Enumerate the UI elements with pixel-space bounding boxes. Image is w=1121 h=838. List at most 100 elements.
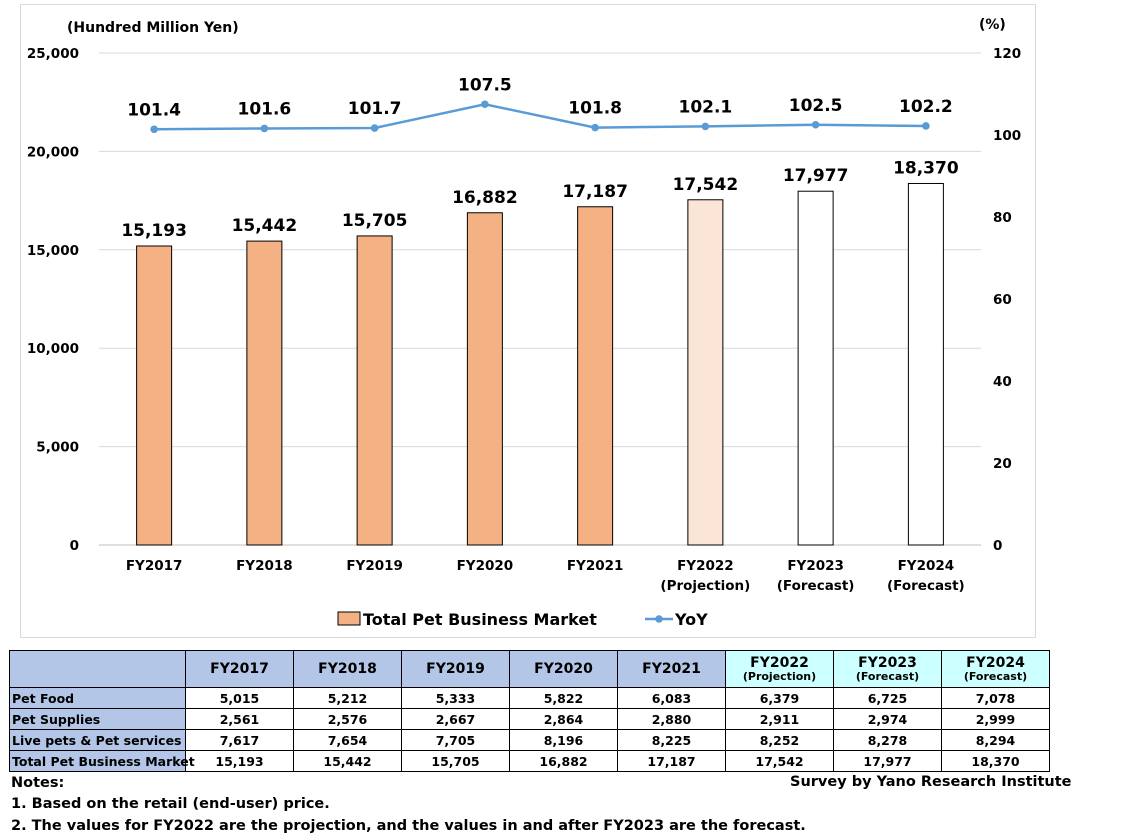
left-tick-label: 5,000 [36,440,79,456]
table-cell: 2,667 [401,708,510,730]
left-tick-label: 10,000 [27,341,79,357]
right-axis-title: (%) [979,17,1006,33]
category-label: FY2021 [567,558,624,574]
table-cell: 8,294 [941,729,1050,751]
table-cell: 8,278 [833,729,942,751]
table-cell: 2,911 [725,708,834,730]
table-row: Pet Food 5,015 5,212 5,333 5,822 6,083 6,379 6,… [9,687,1050,709]
yoy-point [370,124,379,132]
table-cell: 17,187 [617,750,726,772]
category-sublabel: (Forecast) [777,578,855,594]
table-cell: 5,822 [509,687,618,709]
bar-value-label: 15,442 [232,216,298,236]
left-tick-label: 20,000 [27,144,79,160]
table-cell: 2,576 [293,708,402,730]
right-tick-label: 60 [993,292,1012,308]
table-cell: 7,617 [185,729,294,751]
bar [687,199,724,546]
yoy-point [811,120,820,129]
table-cell: 2,974 [833,708,942,730]
yoy-value-label: 107.5 [458,75,512,95]
table-row-label: Pet Supplies [9,708,186,730]
left-tick-label: 0 [70,538,79,554]
table-cell: 18,370 [941,750,1050,772]
table-cell: 7,078 [941,687,1050,709]
category-label: FY2023 [787,558,844,574]
notes-heading: Notes: [11,775,65,791]
category-label: FY2024 [898,558,955,574]
bar-value-label: 17,187 [562,182,628,202]
table-header-fy2021: FY2021 [617,650,726,688]
data-table: FY2017 FY2018 FY2019 FY2020 FY2021 FY202… [9,650,1050,772]
table-row: Live pets & Pet services 7,617 7,654 7,705 8… [9,729,1050,751]
table-cell: 7,654 [293,729,402,751]
category-sublabel: (Forecast) [887,578,965,594]
yoy-point [260,124,269,133]
source-credit: Survey by Yano Research Institute [790,774,1072,790]
yoy-value-label: 101.8 [568,99,622,119]
category-label: FY2020 [457,558,514,574]
yoy-point [701,122,710,131]
legend-bar-label: Total Pet Business Market [363,610,597,629]
table-row-label: Live pets & Pet services [9,729,186,751]
table-row: Pet Supplies 2,561 2,576 2,667 2,864 2,880 2,9… [9,708,1050,730]
right-tick-label: 40 [993,374,1012,390]
table-header-fy2020: FY2020 [509,650,618,688]
right-tick-label: 100 [993,128,1021,144]
bar-value-label: 15,193 [121,221,187,241]
table-cell: 2,864 [509,708,618,730]
table-cell: 2,999 [941,708,1050,730]
yoy-value-label: 101.7 [348,99,402,119]
table-header-fy2019: FY2019 [401,650,510,688]
yoy-value-label: 102.2 [899,97,953,117]
note-line-1: 1. Based on the retail (end-user) price. [11,796,330,812]
category-sublabel: (Projection) [660,578,750,594]
table-header-fy2018: FY2018 [293,650,402,688]
table-cell: 7,705 [401,729,510,751]
table-cell: 17,977 [833,750,942,772]
bar-value-label: 17,542 [673,175,739,195]
table-cell: 6,379 [725,687,834,709]
table-cell: 2,880 [617,708,726,730]
table-cell: 8,225 [617,729,726,751]
table-header-fy2017: FY2017 [185,650,294,688]
yoy-point [922,122,930,130]
category-label: FY2018 [236,558,293,574]
left-axis-title: (Hundred Million Yen) [67,20,239,36]
note-line-2: 2. The values for FY2022 are the project… [11,818,806,834]
bar [797,190,834,546]
legend-bar-swatch [337,611,361,626]
yoy-value-label: 102.5 [789,96,843,116]
category-label: FY2022 [677,558,734,574]
table-cell: 2,561 [185,708,294,730]
left-tick-label: 25,000 [27,46,79,62]
bar-value-label: 18,370 [893,158,959,178]
bar [466,212,503,546]
table-cell: 15,193 [185,750,294,772]
bar [136,245,173,546]
bar [907,182,944,546]
bar-value-label: 16,882 [452,188,518,208]
right-tick-label: 80 [993,210,1012,226]
yoy-point [150,125,158,134]
table-cell: 5,015 [185,687,294,709]
table-row-label: Total Pet Business Market [9,750,195,772]
bar [246,240,283,546]
table-cell: 5,333 [401,687,510,709]
table-corner [9,650,186,688]
table-cell: 5,212 [293,687,402,709]
table-cell: 8,252 [725,729,834,751]
table-header-fy2023: FY2023 (Forecast) [833,650,942,688]
chart-frame: 0 5,000 10,000 15,000 20,000 25,000 0 20 40 60 80 1… [20,4,1036,638]
table-header-fy2024: FY2024 (Forecast) [941,650,1050,688]
table-cell: 15,705 [401,750,510,772]
yoy-value-label: 101.4 [127,100,181,120]
bar-value-label: 15,705 [342,211,408,231]
yoy-line [154,102,926,131]
table-cell: 15,442 [293,750,402,772]
table-header-fy2022: FY2022 (Projection) [725,650,834,688]
bar-value-label: 17,977 [783,166,849,186]
table-row: Total Pet Business Market 15,193 15,442 15,… [9,750,1050,772]
category-label: FY2019 [346,558,403,574]
legend-line-label: YoY [674,610,708,629]
